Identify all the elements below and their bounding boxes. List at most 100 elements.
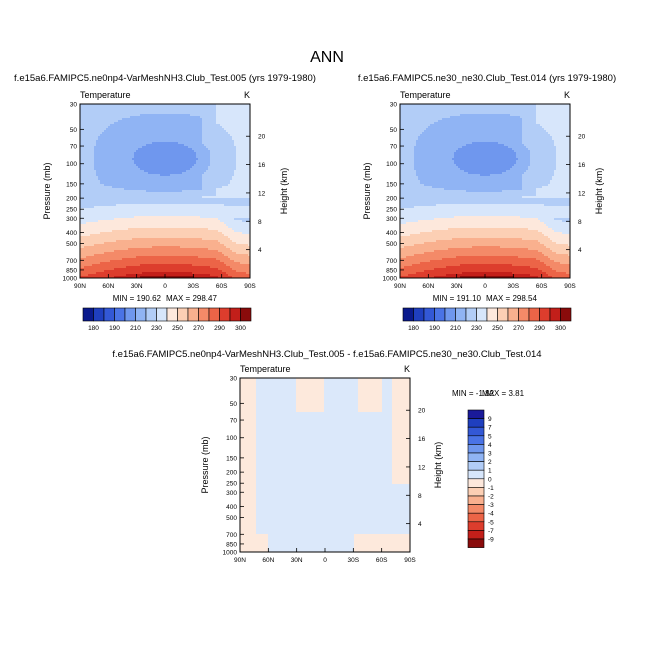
contour-cell	[150, 174, 153, 177]
contour-cell	[156, 204, 159, 207]
contour-cell	[186, 264, 189, 267]
contour-cell	[160, 214, 163, 217]
contour-cell	[100, 114, 103, 117]
contour-cell	[116, 154, 119, 157]
contour-cell	[168, 150, 171, 153]
contour-cell	[80, 170, 83, 173]
contour-cell	[152, 196, 155, 199]
contour-cell	[122, 176, 125, 179]
contour-cell	[154, 116, 157, 119]
contour-cell	[124, 266, 127, 269]
contour-cell	[168, 234, 171, 237]
contour-cell	[128, 170, 131, 173]
contour-cell	[178, 220, 181, 223]
contour-cell	[96, 180, 99, 183]
contour-cell	[94, 204, 97, 207]
contour-cell	[122, 210, 125, 213]
contour-cell	[88, 202, 91, 205]
contour-cell	[180, 112, 183, 115]
contour-cell	[176, 156, 179, 159]
contour-cell	[82, 154, 85, 157]
contour-cell	[112, 180, 115, 183]
contour-cell	[132, 232, 135, 235]
contour-cell	[166, 224, 169, 227]
contour-cell	[190, 126, 193, 129]
contour-cell	[154, 136, 157, 139]
contour-cell	[164, 268, 167, 271]
contour-cell	[178, 224, 181, 227]
contour-cell	[168, 272, 171, 275]
contour-cell	[118, 182, 121, 185]
contour-cell	[108, 104, 111, 107]
contour-cell	[190, 200, 193, 203]
contour-cell	[138, 260, 141, 263]
contour-cell	[104, 226, 107, 229]
contour-cell	[88, 124, 91, 127]
contour-cell	[86, 114, 89, 117]
contour-cell	[114, 112, 117, 115]
contour-cell	[178, 232, 181, 235]
contour-cell	[100, 216, 103, 219]
contour-cell	[166, 136, 169, 139]
contour-cell	[92, 212, 95, 215]
contour-cell	[156, 206, 159, 209]
contour-cell	[144, 244, 147, 247]
contour-cell	[158, 172, 161, 175]
contour-cell	[90, 214, 93, 217]
contour-cell	[146, 160, 149, 163]
contour-cell	[172, 272, 175, 275]
contour-cell	[174, 250, 177, 253]
contour-cell	[126, 104, 129, 107]
contour-cell	[162, 236, 165, 239]
contour-cell	[122, 106, 125, 109]
contour-cell	[88, 274, 91, 277]
contour-cell	[144, 232, 147, 235]
contour-cell	[178, 164, 181, 167]
contour-cell	[96, 244, 99, 247]
contour-cell	[80, 190, 83, 193]
contour-cell	[90, 236, 93, 239]
contour-cell	[148, 214, 151, 217]
contour-cell	[156, 194, 159, 197]
contour-cell	[126, 220, 129, 223]
contour-cell	[134, 206, 137, 209]
contour-cell	[140, 112, 143, 115]
contour-cell	[98, 186, 101, 189]
contour-cell	[176, 244, 179, 247]
contour-cell	[172, 222, 175, 225]
contour-cell	[100, 194, 103, 197]
contour-cell	[162, 186, 165, 189]
contour-cell	[146, 112, 149, 115]
contour-cell	[112, 108, 115, 111]
contour-cell	[144, 154, 147, 157]
contour-cell	[188, 166, 191, 169]
contour-cell	[116, 108, 119, 111]
contour-cell	[102, 184, 105, 187]
contour-cell	[128, 136, 131, 139]
contour-cell	[130, 258, 133, 261]
contour-cell	[106, 166, 109, 169]
contour-cell	[170, 138, 173, 141]
contour-cell	[158, 112, 161, 115]
contour-cell	[110, 222, 113, 225]
contour-cell	[146, 242, 149, 245]
contour-cell	[84, 256, 87, 259]
contour-cell	[100, 252, 103, 255]
contour-cell	[158, 260, 161, 263]
contour-cell	[166, 270, 169, 273]
contour-cell	[150, 268, 153, 271]
contour-cell	[108, 172, 111, 175]
contour-cell	[94, 258, 97, 261]
contour-cell	[176, 252, 179, 255]
contour-cell	[146, 146, 149, 149]
contour-cell	[158, 210, 161, 213]
contour-cell	[130, 162, 133, 165]
contour-cell	[170, 258, 173, 261]
contour-cell	[142, 204, 145, 207]
contour-cell	[92, 136, 95, 139]
contour-cell	[154, 206, 157, 209]
contour-cell	[128, 200, 131, 203]
contour-cell	[146, 134, 149, 137]
contour-cell	[104, 158, 107, 161]
contour-cell	[148, 234, 151, 237]
